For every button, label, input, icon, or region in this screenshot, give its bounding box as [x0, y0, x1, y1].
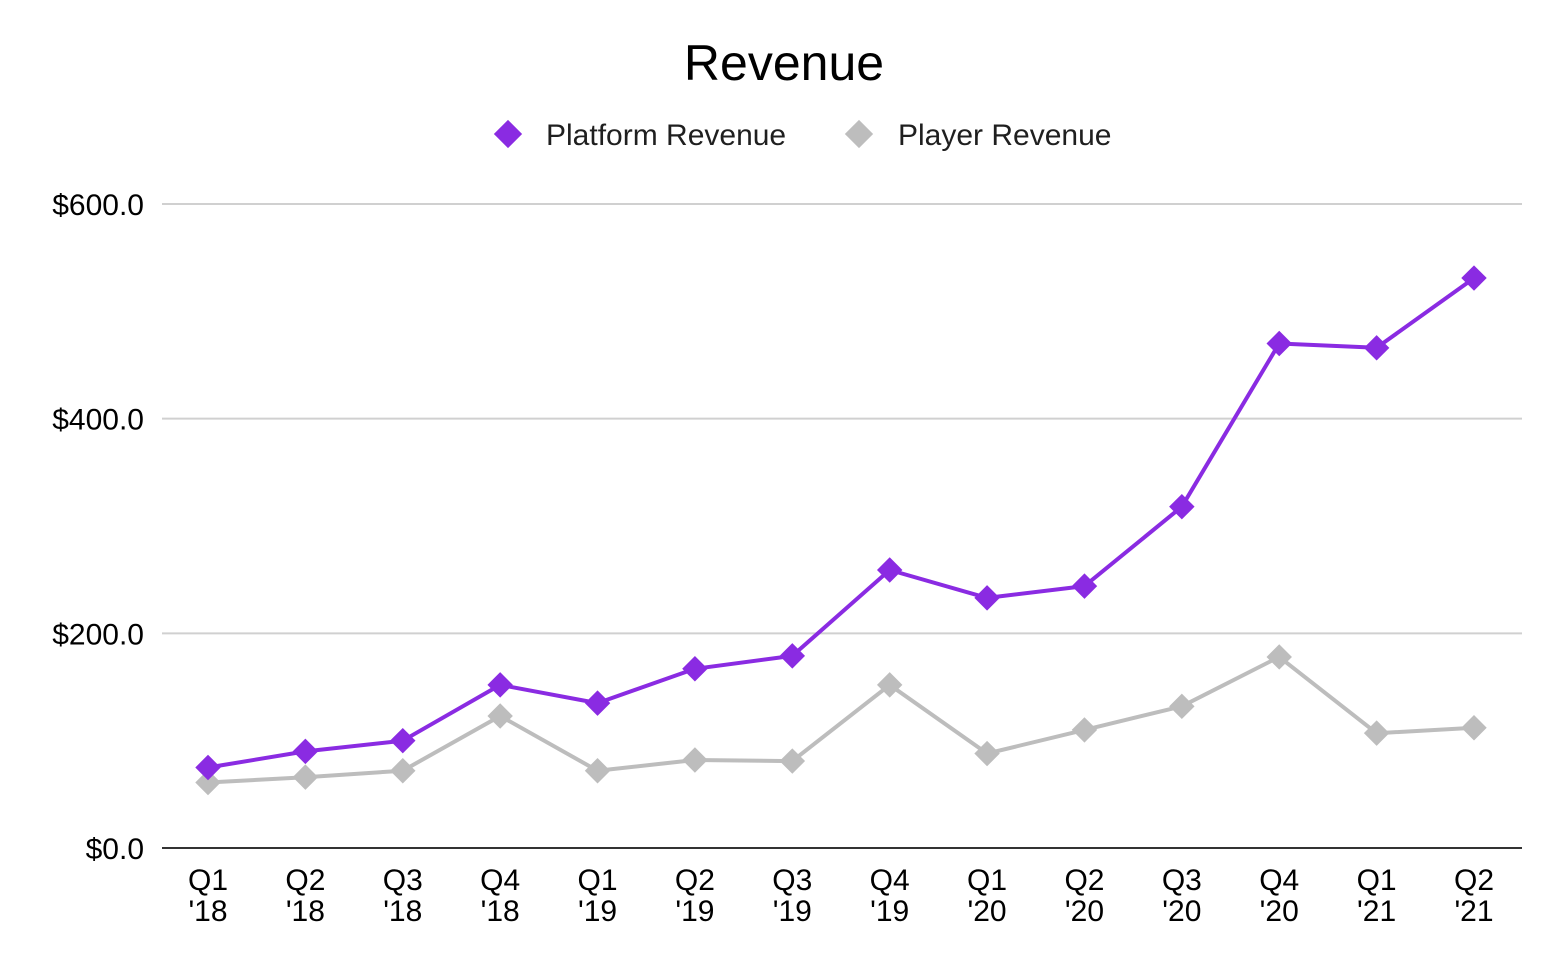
data-point-platform-revenue[interactable] — [682, 656, 708, 682]
x-tick-quarter: Q4 — [480, 864, 520, 897]
x-tick-year: '19 — [870, 895, 909, 928]
y-tick-label: $0.0 — [86, 833, 144, 866]
x-tick-quarter: Q3 — [1162, 864, 1202, 897]
x-tick-label: Q2'18 — [285, 864, 325, 928]
x-tick-year: '18 — [383, 895, 422, 928]
legend-label-player-revenue: Player Revenue — [898, 119, 1111, 152]
x-tick-quarter: Q1 — [1357, 864, 1397, 897]
x-tick-quarter: Q2 — [675, 864, 715, 897]
gridlines — [162, 203, 1522, 635]
x-tick-label: Q1'21 — [1357, 864, 1397, 928]
x-tick-quarter: Q4 — [1259, 864, 1299, 897]
x-tick-label: Q1'20 — [967, 864, 1007, 928]
x-tick-year: '20 — [1065, 895, 1104, 928]
data-point-player-revenue[interactable] — [779, 748, 806, 774]
data-point-player-revenue[interactable] — [974, 740, 1000, 767]
data-point-platform-revenue[interactable] — [292, 738, 319, 765]
y-tick-label: $200.0 — [52, 618, 144, 651]
x-tick-label: Q4'20 — [1259, 864, 1299, 928]
x-tick-label: Q3'20 — [1162, 864, 1202, 928]
legend-item-player-revenue[interactable]: Player Revenue — [844, 119, 1112, 152]
x-tick-year: '19 — [675, 895, 714, 928]
x-tick-year: '21 — [1357, 895, 1396, 928]
data-point-platform-revenue[interactable] — [390, 727, 416, 754]
data-point-player-revenue[interactable] — [195, 769, 221, 796]
data-point-player-revenue[interactable] — [292, 764, 319, 790]
y-tick-label: $600.0 — [52, 189, 144, 222]
data-point-platform-revenue[interactable] — [195, 754, 221, 781]
x-tick-year: '19 — [773, 895, 812, 928]
x-tick-quarter: Q2 — [1064, 864, 1104, 897]
x-tick-year: '18 — [286, 895, 325, 928]
x-tick-label: Q2'19 — [675, 864, 715, 928]
data-point-player-revenue[interactable] — [1461, 715, 1487, 741]
x-tick-quarter: Q2 — [1454, 864, 1494, 897]
x-tick-quarter: Q3 — [383, 864, 423, 897]
x-tick-label: Q3'19 — [772, 864, 812, 928]
series-lines — [206, 276, 1476, 785]
x-tick-year: '20 — [1162, 895, 1201, 928]
x-tick-year: '19 — [578, 895, 617, 928]
x-tick-quarter: Q1 — [188, 864, 228, 897]
data-point-player-revenue[interactable] — [876, 672, 903, 698]
x-tick-year: '18 — [481, 895, 520, 928]
data-point-platform-revenue[interactable] — [487, 672, 513, 698]
data-point-platform-revenue[interactable] — [876, 557, 903, 583]
x-axis-tick-labels: Q1'18Q2'18Q3'18Q4'18Q1'19Q2'19Q3'19Q4'19… — [188, 864, 1494, 928]
legend-label-platform-revenue: Platform Revenue — [546, 119, 786, 152]
data-point-player-revenue[interactable] — [390, 757, 416, 784]
x-tick-year: '18 — [188, 895, 227, 928]
data-point-platform-revenue[interactable] — [584, 690, 611, 716]
x-tick-quarter: Q4 — [870, 864, 910, 897]
data-point-player-revenue[interactable] — [1169, 693, 1195, 720]
data-point-platform-revenue[interactable] — [779, 643, 806, 669]
data-point-platform-revenue[interactable] — [1266, 330, 1292, 357]
x-tick-quarter: Q2 — [285, 864, 325, 897]
legend-marker-player-revenue — [844, 119, 874, 149]
legend-item-platform-revenue[interactable]: Platform Revenue — [493, 119, 786, 152]
x-tick-label: Q2'20 — [1064, 864, 1104, 928]
legend: Platform Revenue Player Revenue — [493, 119, 1112, 152]
x-tick-year: '20 — [968, 895, 1007, 928]
x-tick-label: Q1'18 — [188, 864, 228, 928]
x-tick-quarter: Q1 — [967, 864, 1007, 897]
x-tick-label: Q2'21 — [1454, 864, 1494, 928]
x-tick-label: Q1'19 — [578, 864, 618, 928]
y-tick-label: $400.0 — [52, 404, 144, 437]
chart-title: Revenue — [684, 35, 884, 91]
x-tick-label: Q4'19 — [870, 864, 910, 928]
data-point-player-revenue[interactable] — [487, 703, 513, 729]
data-point-platform-revenue[interactable] — [974, 585, 1000, 611]
x-tick-label: Q4'18 — [480, 864, 520, 928]
data-point-platform-revenue[interactable] — [1363, 335, 1390, 361]
y-axis-tick-labels: $0.0 $200.0 $400.0 $600.0 — [52, 189, 144, 866]
x-tick-quarter: Q3 — [772, 864, 812, 897]
x-tick-label: Q3'18 — [383, 864, 423, 928]
x-tick-year: '20 — [1260, 895, 1299, 928]
series-line-player-revenue — [206, 654, 1476, 785]
data-point-player-revenue[interactable] — [1071, 717, 1098, 743]
x-tick-year: '21 — [1454, 895, 1493, 928]
legend-marker-platform-revenue — [493, 119, 523, 149]
data-point-platform-revenue[interactable] — [1461, 265, 1487, 291]
data-point-player-revenue[interactable] — [584, 757, 611, 784]
series-line-platform-revenue — [206, 276, 1476, 770]
x-tick-quarter: Q1 — [578, 864, 618, 897]
data-point-player-revenue[interactable] — [682, 747, 708, 773]
